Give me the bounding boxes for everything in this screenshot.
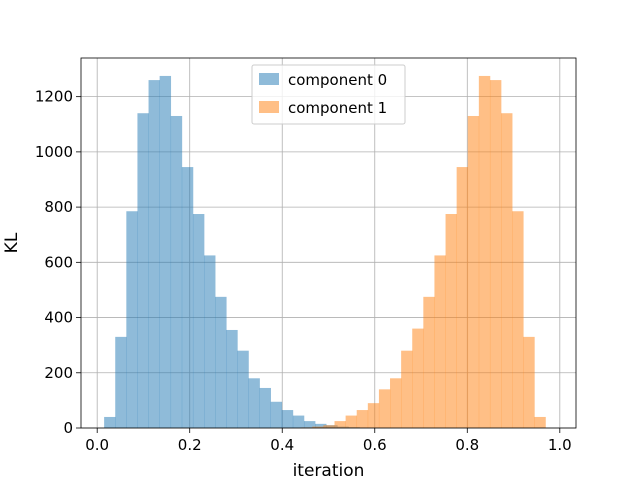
y-tick-label: 1000 (35, 143, 73, 161)
histogram-bar-component-0 (270, 401, 283, 428)
histogram-bar-component-0 (126, 211, 138, 428)
histogram-bar-component-0 (259, 387, 271, 428)
histogram-bar-component-0 (226, 329, 238, 428)
x-tick-label: 0.2 (178, 436, 202, 454)
y-axis-ticks: 0 200 400 600 800 1000 1200 (35, 88, 81, 437)
histogram-bar-component-0 (148, 80, 160, 429)
y-tick-label: 0 (63, 419, 73, 437)
histogram-bar-component-0 (115, 336, 127, 428)
histogram-bar-component-1 (356, 410, 369, 428)
histogram-bar-component-1 (423, 296, 435, 428)
histogram-bar-component-0 (181, 167, 194, 428)
legend-swatch-component-0 (259, 73, 279, 85)
legend-swatch-component-1 (259, 101, 279, 113)
y-tick-label: 600 (44, 253, 73, 271)
histogram-bar-component-1 (512, 211, 524, 428)
histogram-bar-component-1 (367, 403, 380, 428)
histogram-bar-component-1 (456, 167, 469, 428)
histogram-bar-component-0 (237, 350, 249, 428)
histogram-bar-component-0 (137, 113, 149, 428)
histogram-bars (104, 75, 546, 429)
y-tick-label: 1200 (35, 88, 73, 106)
x-tick-label: 1.0 (548, 436, 572, 454)
histogram-bar-component-1 (390, 378, 402, 428)
histogram-bar-component-0 (315, 423, 327, 428)
histogram-bar-component-0 (292, 415, 305, 428)
legend-label-component-1: component 1 (288, 99, 387, 117)
histogram-bar-component-0 (159, 75, 172, 429)
histogram-bar-component-1 (345, 415, 358, 428)
histogram-bar-component-1 (378, 389, 391, 428)
plot-frame (80, 57, 577, 429)
histogram-bar-component-1 (412, 328, 424, 428)
histogram-bar-component-1 (445, 214, 457, 428)
x-tick-label: 0.0 (85, 436, 109, 454)
x-tick-label: 0.6 (363, 436, 387, 454)
histogram-bar-component-1 (489, 80, 502, 429)
x-tick-label: 0.4 (270, 436, 294, 454)
histogram-bar-component-1 (523, 336, 535, 428)
histogram-bar-component-0 (303, 421, 316, 428)
histogram-bar-component-1 (467, 115, 480, 428)
x-axis-label: iteration (293, 461, 365, 480)
histogram-bar-component-1 (434, 255, 446, 428)
histogram-bar-component-1 (323, 425, 335, 428)
legend: component 0 component 1 (251, 64, 406, 125)
histogram-bar-component-0 (104, 416, 116, 428)
histogram-bar-component-1 (334, 421, 346, 428)
x-tick-label: 0.8 (455, 436, 479, 454)
histogram-bar-component-1 (534, 416, 546, 428)
histogram-bar-component-0 (248, 378, 260, 428)
histogram-bar-component-1 (478, 75, 491, 429)
histogram-bar-component-1 (401, 350, 413, 428)
histogram-bar-component-1 (312, 426, 324, 428)
legend-label-component-0: component 0 (288, 71, 387, 89)
histogram-bar-component-0 (215, 296, 227, 428)
x-axis-ticks: 0.0 0.2 0.4 0.6 0.8 1.0 (85, 428, 572, 454)
y-tick-label: 400 (44, 309, 73, 327)
legend-box (251, 64, 406, 125)
histogram-bar-component-1 (501, 113, 513, 428)
y-tick-label: 800 (44, 198, 73, 216)
histogram-bar-component-0 (192, 214, 205, 428)
y-tick-label: 200 (44, 364, 73, 382)
histogram-bar-component-0 (170, 115, 183, 428)
histogram-bar-component-0 (281, 410, 294, 428)
histogram-bar-component-0 (204, 255, 216, 428)
y-axis-label: KL (2, 232, 22, 253)
